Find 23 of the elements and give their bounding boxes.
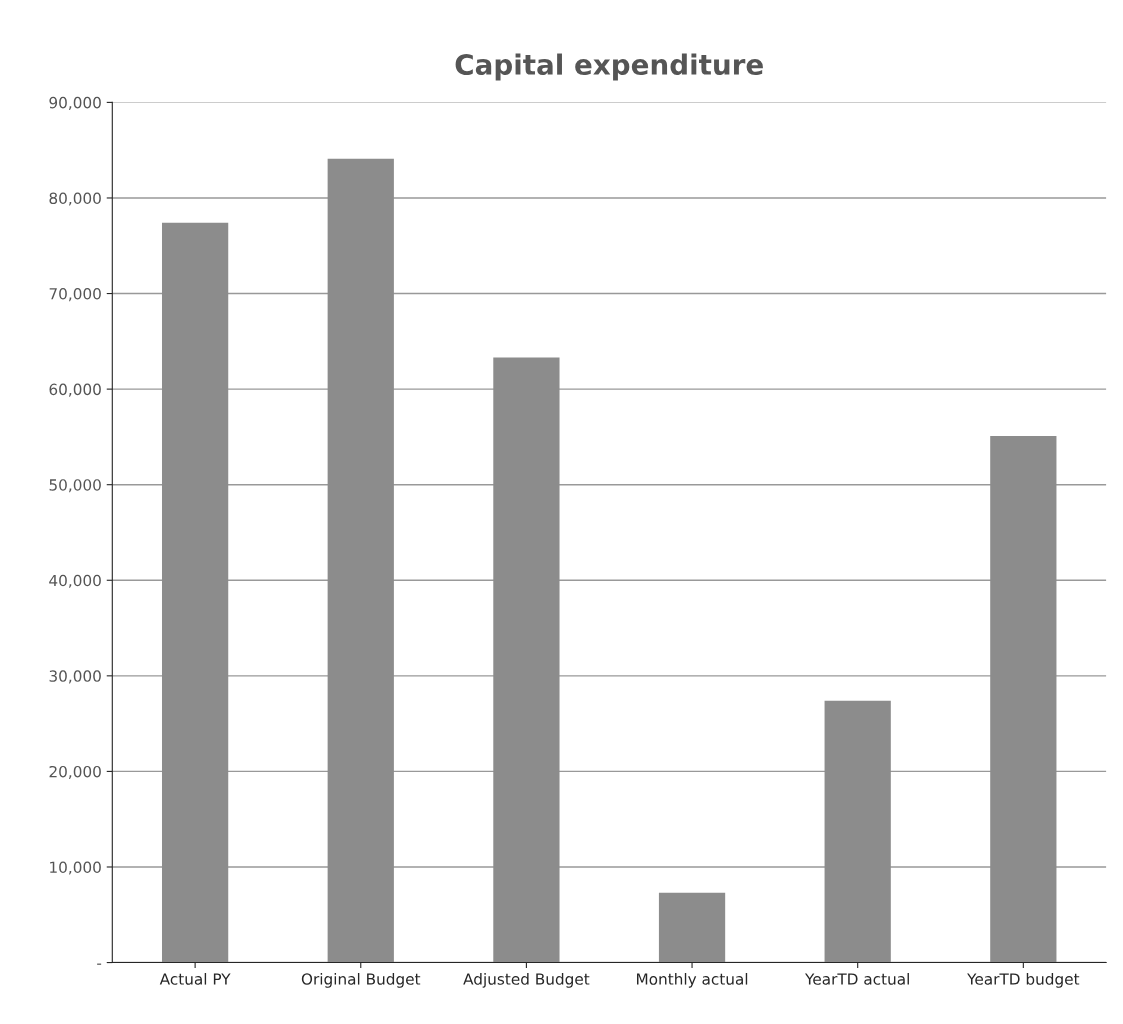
y-tick-label: 20,000 bbox=[49, 765, 101, 779]
y-tick-label: 60,000 bbox=[49, 383, 101, 397]
bar bbox=[327, 158, 394, 963]
y-tick-label: 70,000 bbox=[49, 288, 101, 302]
y-tick-label: 50,000 bbox=[49, 479, 101, 493]
x-tick-label: Actual PY bbox=[159, 972, 231, 985]
bar bbox=[493, 357, 560, 963]
x-tick-label: YearTD budget bbox=[967, 972, 1080, 988]
y-tick-label: - bbox=[97, 963, 102, 965]
x-tick-label: Original Budget bbox=[301, 972, 421, 988]
bar bbox=[824, 700, 891, 963]
x-tick-label: YearTD actual bbox=[804, 972, 909, 985]
y-tick-label: 80,000 bbox=[49, 192, 101, 206]
y-tick-label: 40,000 bbox=[49, 574, 101, 588]
x-tick-label: Adjusted Budget bbox=[463, 972, 590, 988]
y-tick-label: 90,000 bbox=[49, 96, 101, 110]
bar bbox=[990, 435, 1057, 963]
bar bbox=[658, 892, 726, 963]
bar bbox=[161, 222, 229, 963]
y-tick-label: 30,000 bbox=[49, 670, 101, 684]
chart-title: Capital expenditure bbox=[455, 53, 763, 81]
y-tick-label: 10,000 bbox=[50, 861, 101, 875]
x-tick-label: Monthly actual bbox=[637, 972, 748, 988]
